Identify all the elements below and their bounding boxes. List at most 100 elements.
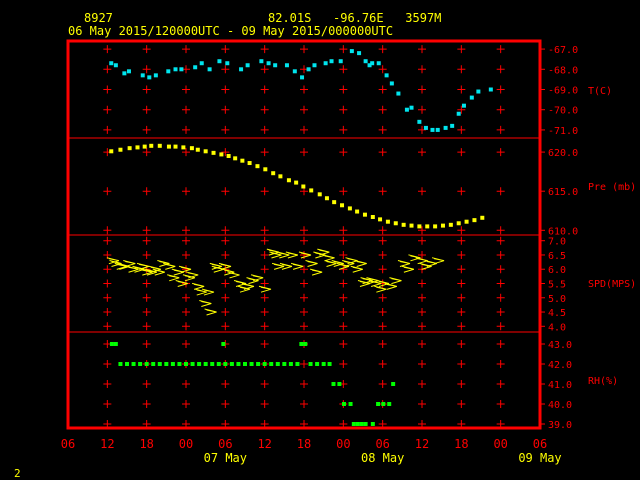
pressure-point — [480, 215, 485, 220]
temperature-point — [404, 107, 409, 112]
grid-cross — [457, 125, 466, 134]
humidity-point — [190, 362, 195, 366]
grid-cross — [378, 360, 387, 368]
wind-arrow — [191, 282, 205, 290]
humidity-point — [256, 362, 261, 366]
temperature-y-tick-label: -71.0 — [548, 126, 578, 137]
grid-cross — [221, 125, 230, 134]
grid-cross — [182, 322, 190, 331]
grid-cross — [260, 148, 269, 157]
grid-cross — [260, 279, 269, 288]
wind-arrow — [178, 265, 192, 273]
grid-cross — [496, 105, 505, 114]
wind-arrow — [209, 262, 222, 270]
grid-cross — [260, 187, 269, 196]
temperature-point — [363, 59, 368, 64]
grid-cross — [221, 250, 230, 259]
temperature-point — [126, 69, 131, 74]
grid-cross — [182, 380, 190, 388]
humidity-point — [275, 362, 280, 366]
grid-cross — [378, 65, 387, 74]
grid-cross — [300, 293, 308, 302]
grid-cross — [260, 85, 269, 94]
grid-cross — [182, 187, 190, 196]
pressure-point — [109, 149, 114, 154]
temperature-point — [312, 63, 317, 68]
pressure-point — [317, 192, 322, 197]
grid-cross — [300, 45, 308, 54]
temperature-point — [109, 61, 114, 66]
grid-cross — [182, 340, 190, 348]
grid-cross — [103, 360, 112, 368]
grid-cross — [103, 125, 112, 134]
grid-cross — [300, 187, 308, 196]
humidity-point — [109, 342, 114, 346]
grid-cross — [496, 226, 505, 235]
pressure-point — [401, 222, 406, 227]
wind_speed-y-tick-label: 4.0 — [548, 322, 566, 333]
wind-arrow — [109, 260, 122, 268]
temperature-point — [389, 81, 394, 86]
wind-arrow — [167, 274, 180, 282]
pressure-y-tick-label: 615.0 — [548, 187, 578, 198]
temperature-point — [122, 71, 127, 76]
grid-cross — [496, 85, 505, 94]
grid-cross — [182, 293, 190, 302]
grid-cross — [496, 125, 505, 134]
wind-arrow — [186, 271, 199, 279]
temperature-point — [329, 59, 334, 64]
grid-cross — [221, 226, 230, 235]
wind_speed-axis-label: SPD(MPS) — [588, 279, 636, 290]
humidity-axis-label: RH(%) — [588, 376, 618, 387]
station-id: 8927 — [84, 11, 113, 25]
grid-cross — [182, 148, 190, 157]
temperature-point — [461, 103, 466, 108]
humidity-point — [348, 402, 353, 406]
pressure-point — [324, 196, 329, 201]
temperature-y-tick-label: -68.0 — [548, 65, 578, 76]
x-day-label: 07 May — [204, 451, 247, 465]
humidity-point — [223, 362, 228, 366]
wind-arrow — [163, 262, 176, 270]
pressure-point — [233, 156, 238, 161]
temperature-point — [217, 59, 222, 64]
wind-arrow — [241, 282, 255, 290]
temperature-point — [450, 123, 455, 128]
grid-cross — [221, 187, 230, 196]
grid-cross — [496, 360, 505, 368]
humidity-point — [299, 342, 304, 346]
wind-arrow — [384, 282, 397, 290]
grid-cross — [142, 308, 151, 317]
grid-cross — [103, 380, 112, 388]
temperature-point — [423, 125, 428, 130]
grid-cross — [300, 226, 308, 235]
temperature-point — [173, 67, 178, 72]
grid-cross — [142, 45, 151, 54]
wind-arrow — [204, 308, 217, 316]
temperature-point — [409, 105, 414, 110]
grid-cross — [339, 236, 348, 245]
grid-cross — [142, 340, 151, 348]
grid-cross — [300, 85, 308, 94]
grid-cross — [457, 265, 466, 274]
humidity-point — [236, 362, 241, 366]
temperature-point — [396, 91, 401, 96]
pressure-point — [417, 224, 422, 229]
temperature-point — [199, 61, 204, 66]
temperature-point — [443, 125, 448, 130]
x-tick-label: 06 — [218, 437, 232, 451]
x-day-label: 09 May — [518, 451, 561, 465]
grid-cross — [260, 293, 269, 302]
humidity-point — [387, 402, 392, 406]
wind-arrow — [144, 268, 158, 276]
pressure-point — [385, 219, 390, 224]
grid-cross — [496, 340, 505, 348]
humidity-point — [216, 362, 221, 366]
grid-cross — [221, 279, 230, 288]
page-number: 2 — [14, 467, 21, 480]
humidity-point — [315, 362, 320, 366]
temperature-point — [273, 63, 278, 68]
pressure-point — [118, 147, 123, 152]
temperature-point — [239, 67, 244, 72]
